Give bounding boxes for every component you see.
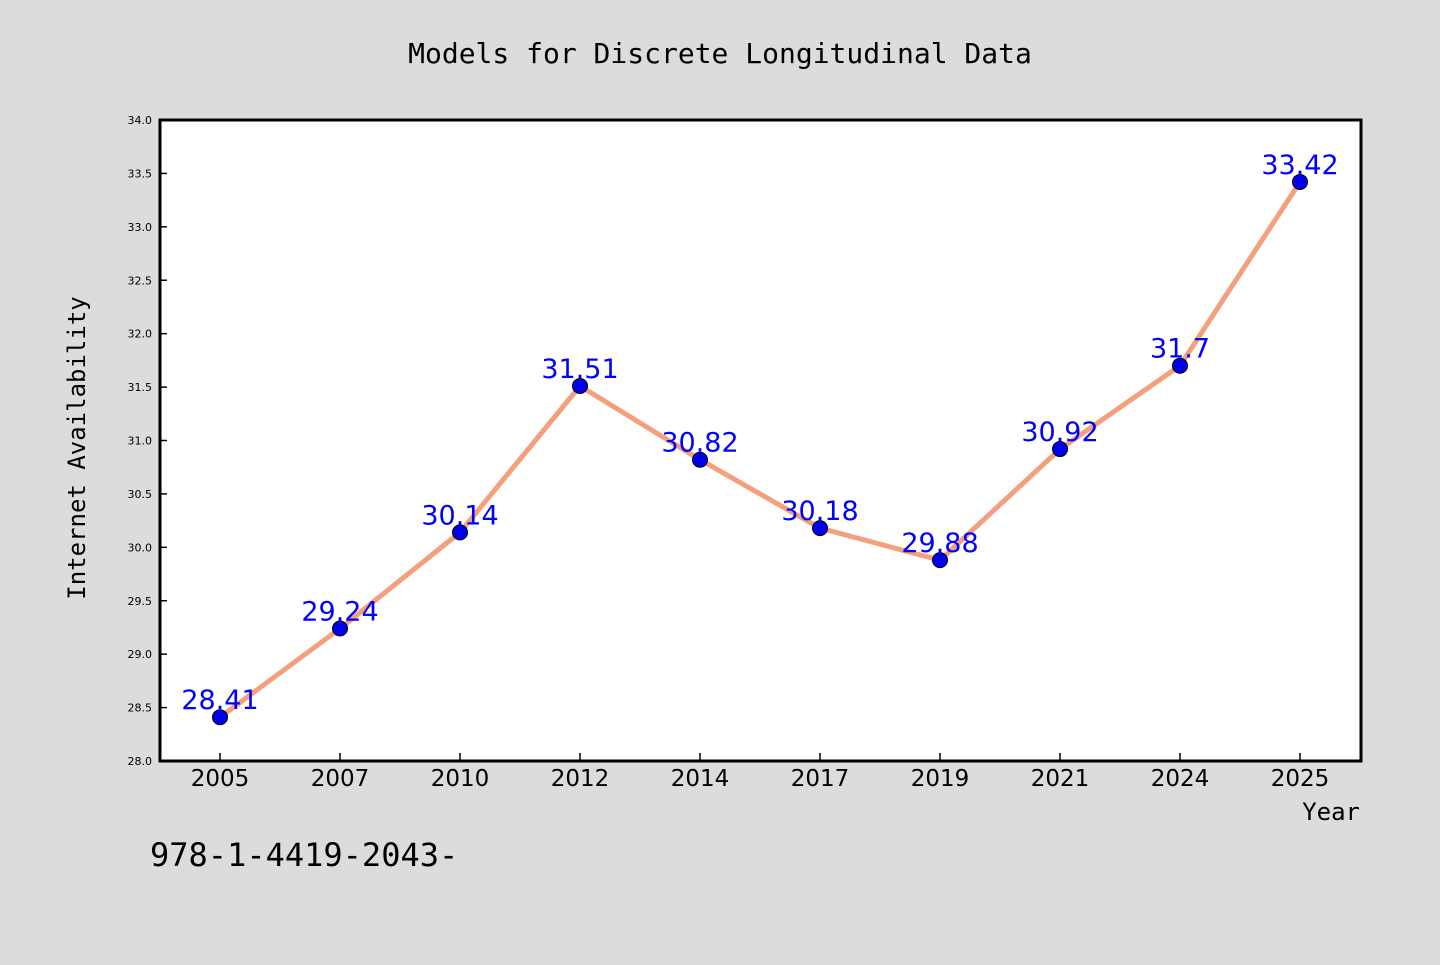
data-label: 30.14	[421, 500, 498, 531]
y-axis: 28.0 28.5 29.0 29.5 30.0 30.5 31.0 31.5 32.0 32.5…	[128, 114, 167, 768]
y-tick-label: 32.5	[128, 274, 153, 287]
data-point	[212, 709, 228, 726]
data-point	[1292, 173, 1308, 190]
x-tick-label: 2007	[311, 766, 370, 792]
x-tick-label: 2019	[911, 766, 970, 792]
chart-title: Models for Discrete Longitudinal Data	[408, 37, 1032, 70]
data-point	[812, 520, 828, 537]
y-tick-label: 31.5	[128, 381, 153, 394]
x-tick-label: 2025	[1271, 766, 1330, 792]
y-tick-label: 31.0	[128, 435, 153, 448]
y-tick-label: 34.0	[128, 114, 153, 127]
data-point	[1052, 441, 1068, 458]
y-tick-label: 28.5	[128, 702, 153, 715]
data-label: 31.7	[1150, 334, 1210, 365]
y-tick-label: 33.5	[128, 167, 153, 180]
data-labels: 28.41 29.24 30.14 31.51 30.82 30.18 29.88 30.92…	[181, 150, 1338, 716]
data-label: 28.41	[181, 685, 258, 716]
data-point	[932, 552, 948, 569]
plot-area	[158, 118, 1363, 763]
y-tick-label: 33.0	[128, 221, 153, 234]
series-markers	[212, 173, 1308, 726]
data-point	[572, 378, 588, 395]
y-tick-label: 28.0	[128, 755, 153, 768]
x-tick-label: 2024	[1151, 766, 1210, 792]
x-tick-label: 2010	[431, 766, 490, 792]
y-tick-label: 29.0	[128, 648, 153, 661]
y-tick-label: 30.5	[128, 488, 153, 501]
x-tick-label: 2012	[551, 766, 610, 792]
data-label: 33.42	[1261, 150, 1338, 181]
x-axis: 2005 2007 2010 2012 2014 2017 2019 2021 2024 2025	[191, 753, 1330, 792]
x-tick-label: 2017	[791, 766, 850, 792]
data-label: 31.51	[541, 354, 618, 385]
x-axis-label: Year	[1302, 798, 1360, 826]
y-axis-label: Internet Availability	[63, 296, 91, 599]
data-label: 29.88	[901, 528, 978, 559]
x-tick-label: 2014	[671, 766, 730, 792]
y-tick-label: 32.0	[128, 328, 153, 341]
x-tick-label: 2021	[1031, 766, 1090, 792]
x-tick-label: 2005	[191, 766, 250, 792]
series-line	[217, 179, 1303, 720]
isbn-annotation: 978-1-4419-2043-	[150, 836, 458, 874]
data-label: 30.18	[781, 496, 858, 527]
data-point	[1172, 357, 1188, 374]
data-point	[452, 524, 468, 541]
data-point	[692, 451, 708, 468]
y-tick-label: 30.0	[128, 541, 153, 554]
data-label: 30.92	[1021, 417, 1098, 448]
y-tick-label: 29.5	[128, 595, 153, 608]
data-point	[332, 620, 348, 637]
data-label: 30.82	[661, 428, 738, 459]
data-label: 29.24	[301, 597, 378, 628]
